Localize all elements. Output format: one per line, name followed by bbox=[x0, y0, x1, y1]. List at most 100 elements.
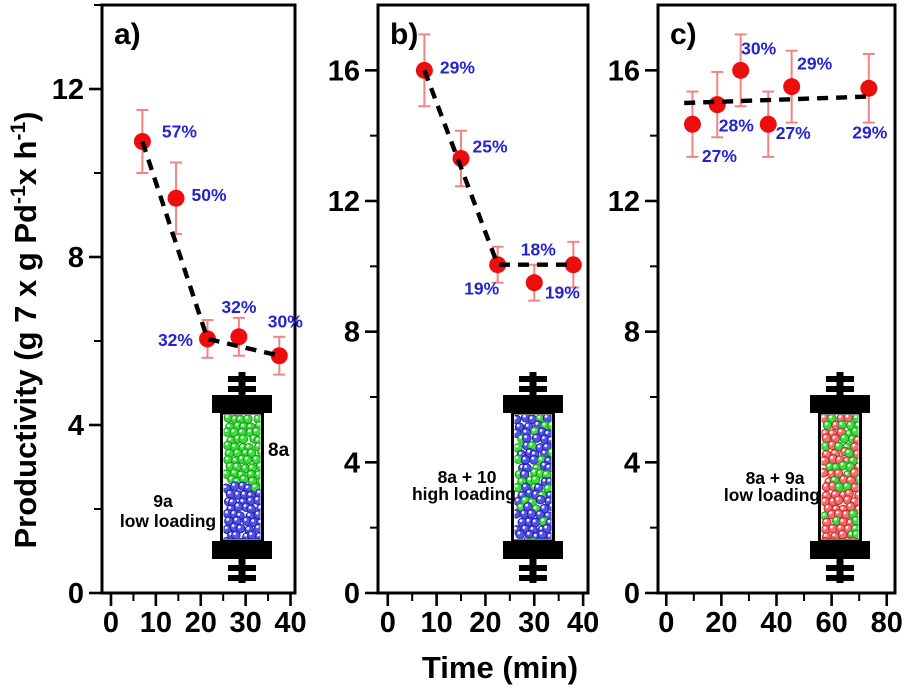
bead-highlight bbox=[844, 483, 848, 487]
bead-highlight bbox=[824, 519, 827, 523]
y-tick-label: 12 bbox=[52, 74, 84, 106]
bead-highlight bbox=[532, 476, 536, 480]
bead-highlight bbox=[844, 496, 848, 500]
bead-highlight bbox=[532, 469, 536, 473]
bead-highlight bbox=[830, 538, 832, 539]
column-cap bbox=[810, 541, 870, 559]
bead-highlight bbox=[832, 450, 836, 454]
bead-highlight bbox=[514, 510, 517, 514]
bead bbox=[844, 448, 854, 458]
bead-highlight bbox=[821, 469, 824, 473]
bead bbox=[238, 434, 249, 444]
bead-highlight bbox=[248, 471, 252, 475]
bead-highlight bbox=[542, 450, 546, 454]
bead bbox=[529, 537, 537, 539]
bead-highlight bbox=[246, 444, 250, 448]
bead-highlight bbox=[247, 429, 251, 433]
bead-highlight bbox=[546, 464, 550, 468]
column-cap bbox=[212, 395, 272, 413]
column-screw-bar bbox=[826, 376, 854, 382]
bead-highlight bbox=[853, 531, 857, 535]
bead-highlight bbox=[824, 422, 828, 426]
bead bbox=[242, 454, 253, 465]
bead-highlight bbox=[547, 492, 551, 496]
data-point bbox=[270, 347, 288, 365]
bead-highlight bbox=[845, 415, 849, 418]
bead-highlight bbox=[852, 498, 855, 502]
column-screw-bar bbox=[826, 575, 854, 581]
bead-highlight bbox=[226, 498, 229, 502]
bead-highlight bbox=[239, 429, 243, 433]
bead-highlight bbox=[535, 484, 539, 488]
bead-highlight bbox=[515, 498, 519, 502]
bead-highlight bbox=[542, 422, 546, 426]
bead-highlight bbox=[235, 435, 239, 439]
bead-highlight bbox=[226, 518, 229, 521]
percent-label: 30% bbox=[268, 312, 303, 332]
bead-highlight bbox=[516, 471, 520, 475]
bead bbox=[828, 537, 837, 539]
column-screw-bar bbox=[826, 565, 854, 571]
bead-highlight bbox=[234, 478, 238, 482]
bead-highlight bbox=[252, 484, 256, 488]
bead-highlight bbox=[234, 450, 238, 454]
bead-pack bbox=[223, 415, 261, 539]
bead-highlight bbox=[856, 476, 859, 480]
bead-highlight bbox=[225, 415, 229, 418]
bead bbox=[543, 538, 549, 539]
bead-highlight bbox=[529, 416, 533, 420]
trend-line bbox=[684, 94, 871, 106]
bead-highlight bbox=[234, 517, 238, 521]
bead-highlight bbox=[229, 499, 233, 503]
bead-highlight bbox=[829, 511, 832, 515]
bead-highlight bbox=[521, 511, 525, 514]
y-tick-label: 4 bbox=[344, 447, 360, 479]
bead-highlight bbox=[835, 470, 839, 474]
bead bbox=[230, 481, 240, 491]
bead-highlight bbox=[541, 505, 545, 509]
bead-highlight bbox=[544, 525, 548, 529]
bead-highlight bbox=[234, 463, 238, 467]
column-label-line2: high loading bbox=[412, 484, 516, 504]
bead-highlight bbox=[537, 538, 539, 539]
bead-highlight bbox=[235, 503, 239, 507]
bead-highlight bbox=[547, 478, 551, 482]
bead-highlight bbox=[514, 526, 517, 530]
bead-highlight bbox=[836, 443, 839, 447]
bead-highlight bbox=[231, 429, 235, 433]
bead-highlight bbox=[516, 424, 520, 427]
bead bbox=[828, 523, 838, 534]
bead-highlight bbox=[534, 465, 537, 469]
bead-highlight bbox=[544, 444, 548, 448]
y-tick-label: 12 bbox=[608, 186, 640, 218]
y-tick-label: 12 bbox=[328, 186, 360, 218]
x-tick-label: 20 bbox=[469, 607, 501, 639]
bead-highlight bbox=[852, 428, 856, 432]
bead-highlight bbox=[233, 532, 236, 536]
bead-highlight bbox=[248, 424, 251, 428]
x-tick-label: 0 bbox=[658, 607, 674, 639]
x-tick-label: 0 bbox=[103, 607, 119, 639]
bead-highlight bbox=[823, 526, 826, 530]
bead-highlight bbox=[852, 525, 856, 529]
percent-label: 29% bbox=[440, 57, 475, 77]
bead-highlight bbox=[544, 471, 547, 475]
data-point bbox=[564, 256, 582, 274]
bead-highlight bbox=[823, 492, 827, 496]
column-screw-bar bbox=[519, 386, 547, 392]
y-tick-label: 0 bbox=[624, 578, 640, 610]
column-label-line2: low loading bbox=[120, 511, 216, 531]
bead-pack bbox=[514, 415, 552, 539]
bead-highlight bbox=[856, 506, 859, 510]
bead-highlight bbox=[259, 449, 261, 452]
bead-highlight bbox=[849, 532, 852, 535]
bead-highlight bbox=[823, 435, 827, 439]
bead-highlight bbox=[545, 431, 549, 434]
bead bbox=[822, 420, 833, 430]
bead bbox=[255, 538, 261, 539]
bead-highlight bbox=[830, 498, 834, 502]
y-axis-label: Productivity (g 7 x g Pd-1x h-1) bbox=[7, 112, 43, 549]
y-tick-label: 16 bbox=[328, 55, 360, 87]
bead-highlight bbox=[829, 415, 832, 419]
bead-highlight bbox=[529, 499, 533, 503]
